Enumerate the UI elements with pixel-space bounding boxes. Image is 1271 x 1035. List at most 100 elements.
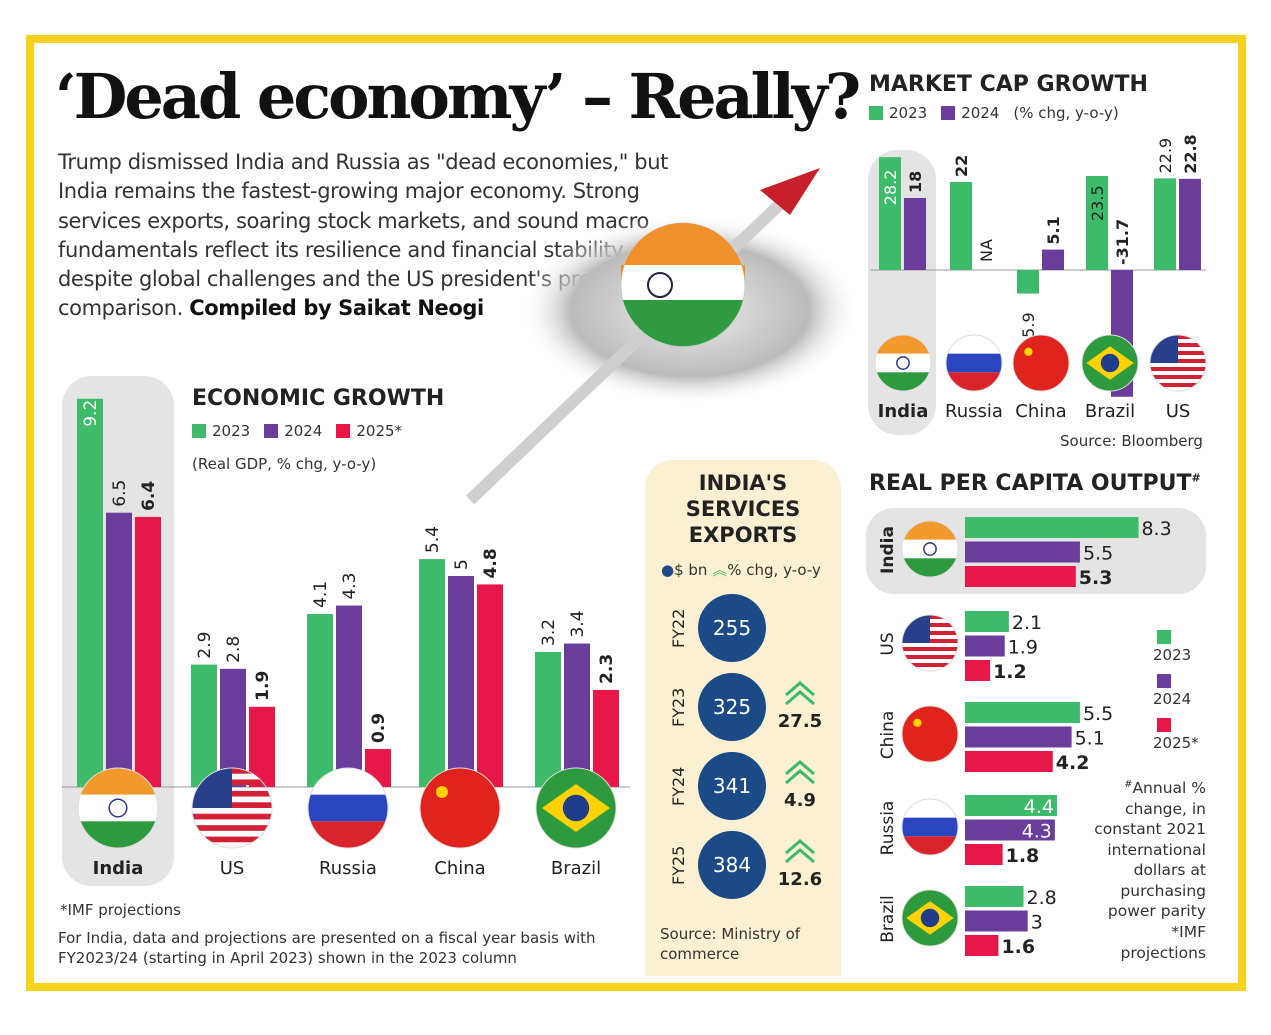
bar-india-2025* <box>965 566 1076 587</box>
russia-flag-icon <box>945 334 1003 392</box>
china-flag-icon <box>1012 334 1070 392</box>
india-flag-icon <box>901 520 959 578</box>
bloomberg-source: Source: Bloomberg <box>1060 432 1203 450</box>
per-capita-note: #Annual % change, in constant 2021 inter… <box>1094 779 1206 921</box>
data-label: 4.2 <box>1056 752 1090 774</box>
growth-chevron-icon <box>785 839 815 864</box>
bar-india-2023 <box>965 517 1139 538</box>
brazil-flag-icon <box>901 889 959 947</box>
category-label: China <box>878 711 898 760</box>
russia-flag-icon <box>307 767 389 849</box>
bar-china-2024 <box>965 726 1072 748</box>
yellow-frame <box>26 35 1246 991</box>
bar-china-2023 <box>419 559 445 787</box>
growth-chevron-icon <box>785 681 815 706</box>
bar-brazil-2024 <box>965 910 1028 932</box>
data-label: 2.8 <box>1027 887 1057 909</box>
export-value: 255 <box>713 616 751 640</box>
bar-russia-2023 <box>307 613 333 787</box>
imf-footnote: *IMF projections <box>60 901 181 919</box>
bar-us-2024 <box>220 668 246 787</box>
category-label: US <box>1166 401 1191 422</box>
data-label: 4.1 <box>311 581 331 608</box>
bar-india-2024 <box>904 198 926 270</box>
us-flag-icon <box>191 767 273 849</box>
value-bubble <box>698 594 766 662</box>
data-label: 18 <box>906 171 925 193</box>
data-label: 5.4 <box>423 526 443 553</box>
category-label: US <box>878 632 898 655</box>
data-label: 6.5 <box>110 480 130 507</box>
bar-brazil-2023 <box>535 651 561 787</box>
fy-label: FY22 <box>669 609 688 648</box>
bar-india-2024 <box>965 541 1080 563</box>
data-label: 3.4 <box>568 610 588 637</box>
data-label: 5.3 <box>1079 567 1113 589</box>
services-exports-panel: INDIA'S SERVICES EXPORTS ●$ bn ︽% chg, y… <box>645 460 841 976</box>
data-label: 2.3 <box>597 654 617 684</box>
economic-growth-subtitle: (Real GDP, % chg, y-o-y) <box>192 455 377 473</box>
data-label: 5 <box>452 559 472 570</box>
china-flag-icon <box>419 767 501 849</box>
value-bubble <box>698 752 766 820</box>
export-value: 341 <box>713 774 751 798</box>
data-label: 5.1 <box>1044 216 1063 244</box>
byline: Compiled by Saikat Neogi <box>189 296 484 321</box>
india-flag-icon <box>77 767 159 849</box>
category-label: India <box>878 526 898 574</box>
market-cap-title: MARKET CAP GROWTH <box>869 72 1148 97</box>
category-label: China <box>434 858 485 879</box>
fy-label: FY24 <box>669 767 688 806</box>
data-label: 9.2 <box>81 400 101 427</box>
category-label: Russia <box>945 401 1003 422</box>
economic-growth-legend: 2023 2024 2025* <box>192 422 402 440</box>
market-cap-legend: 2023 2024 (% chg, y-o-y) <box>869 104 1119 122</box>
data-label: 28.2 <box>881 170 900 206</box>
bar-us-2024 <box>1179 178 1201 270</box>
per-capita-legend: 2023 2024 2025* <box>1153 628 1203 760</box>
india-flag-icon <box>874 334 932 392</box>
bar-russia-2025* <box>965 844 1003 865</box>
fiscal-year-note: For India, data and projections are pres… <box>58 929 596 967</box>
us-flag-icon <box>901 614 959 672</box>
us-flag-icon <box>1149 334 1207 392</box>
data-label: -31.7 <box>1113 219 1132 265</box>
fy-label: FY25 <box>669 846 688 885</box>
data-label: 1.8 <box>1006 845 1040 867</box>
data-label: 23.5 <box>1088 185 1107 221</box>
data-label: 22.8 <box>1181 134 1200 173</box>
economic-growth-title: ECONOMIC GROWTH <box>192 386 445 411</box>
bar-brazil-2023 <box>965 886 1024 907</box>
data-label: 2.8 <box>224 636 244 663</box>
data-label: 4.3 <box>340 572 360 599</box>
category-label: Brazil <box>878 895 898 942</box>
bar-india-2023 <box>879 157 901 270</box>
legend-2023: 2023 <box>869 104 927 122</box>
bar-russia-2023 <box>965 795 1057 816</box>
data-label: 8.3 <box>1141 518 1171 540</box>
growth-value: 4.9 <box>784 790 816 811</box>
services-source: Source: Ministry of commerce <box>660 925 801 963</box>
brazil-flag-icon <box>535 767 617 849</box>
category-label: India <box>878 401 929 422</box>
bar-russia-2023 <box>950 182 972 270</box>
data-label: 6.4 <box>139 481 159 511</box>
bar-india-2023 <box>77 398 103 787</box>
bar-china-2024 <box>448 576 474 787</box>
category-label: Brazil <box>551 858 601 879</box>
data-label: 0.9 <box>369 713 389 743</box>
data-label: 2.1 <box>1012 612 1042 634</box>
bar-china-2023 <box>965 702 1080 723</box>
data-label: 4.3 <box>1022 821 1052 843</box>
bar-us-2025* <box>965 660 991 681</box>
growth-value: 27.5 <box>778 711 822 732</box>
bar-brazil-2025* <box>965 935 999 956</box>
headline: ‘Dead economy’ – Really? <box>55 60 861 133</box>
per-capita-title: REAL PER CAPITA OUTPUT# <box>869 471 1201 496</box>
data-label: 5.5 <box>1083 543 1113 565</box>
category-label: China <box>1015 401 1066 422</box>
bar-russia-2024 <box>965 819 1055 841</box>
bar-brazil-2025* <box>593 689 619 787</box>
market-cap-subtitle: (% chg, y-o-y) <box>1013 104 1119 122</box>
